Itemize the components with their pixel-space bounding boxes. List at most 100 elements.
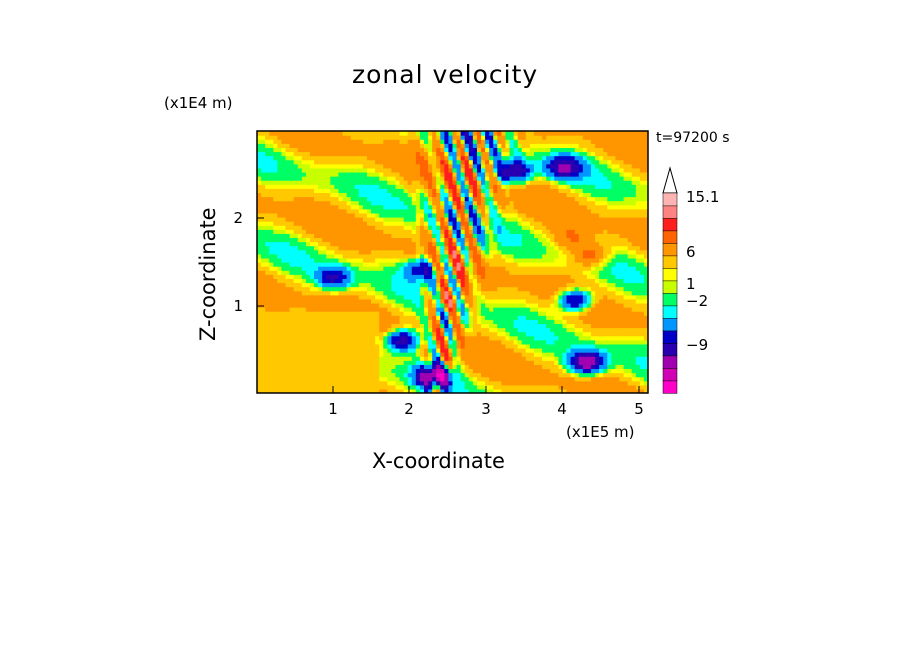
contour-cell [513, 237, 519, 243]
contour-cell [468, 372, 474, 378]
contour-cell [346, 266, 352, 271]
contour-cell [265, 315, 270, 320]
contour-cell [472, 253, 478, 259]
contour-cell [538, 270, 543, 275]
contour-cell [371, 294, 376, 300]
contour-cell [277, 241, 283, 247]
contour-cell [468, 307, 474, 312]
contour-cell [289, 335, 295, 341]
contour-cell [362, 274, 368, 279]
contour-cell [538, 196, 543, 202]
contour-cell [391, 253, 397, 259]
contour-cell [305, 282, 311, 288]
contour-cell [513, 364, 519, 370]
contour-cell [631, 360, 637, 365]
contour-cell [269, 200, 274, 206]
contour-cell [411, 257, 417, 263]
contour-cell [501, 188, 507, 193]
contour-cell [468, 282, 474, 288]
contour-cell [485, 364, 490, 370]
contour-cell [289, 270, 295, 275]
contour-cell [481, 347, 486, 353]
contour-cell [615, 229, 621, 234]
contour-cell [387, 192, 392, 198]
contour-cell [277, 347, 283, 353]
contour-cell [558, 331, 564, 337]
contour-cell [509, 225, 515, 230]
contour-cell [607, 376, 612, 382]
contour-cell [509, 360, 515, 365]
contour-cell [375, 352, 380, 357]
contour-cell [627, 200, 633, 206]
contour-cell [639, 302, 645, 308]
contour-cell [428, 241, 433, 247]
contour-cell [521, 278, 527, 284]
contour-cell [358, 253, 364, 259]
contour-cell [464, 212, 470, 218]
contour-cell [387, 204, 392, 210]
contour-cell [533, 262, 539, 267]
contour-cell [619, 262, 625, 267]
contour-cell [289, 266, 295, 271]
contour-cell [371, 253, 376, 259]
contour-cell [440, 257, 445, 263]
contour-cell [411, 372, 417, 378]
contour-cell [358, 257, 364, 263]
contour-cell [639, 339, 645, 345]
contour-cell [326, 372, 331, 378]
contour-cell [570, 339, 576, 345]
contour-cell [444, 212, 450, 218]
contour-cell [619, 208, 625, 214]
contour-cell [257, 347, 262, 353]
contour-cell [550, 184, 555, 189]
contour-cell [574, 262, 580, 267]
contour-cell [456, 274, 462, 279]
contour-cell [623, 352, 629, 357]
contour-cell [391, 282, 397, 288]
contour-cell [562, 380, 568, 386]
contour-cell [501, 376, 507, 382]
contour-cell [395, 307, 401, 312]
contour-cell [326, 298, 331, 304]
contour-cell [501, 237, 507, 243]
contour-cell [529, 356, 535, 361]
contour-cell [273, 364, 278, 370]
contour-cell [322, 286, 327, 292]
contour-cell [603, 335, 608, 341]
contour-cell [366, 339, 372, 345]
contour-cell [281, 270, 287, 275]
contour-cell [481, 356, 486, 361]
contour-cell [631, 339, 637, 345]
contour-cell [533, 323, 539, 329]
contour-cell [509, 343, 515, 349]
contour-cell [578, 180, 584, 185]
contour-cell [533, 302, 539, 308]
contour-cell [419, 274, 425, 279]
contour-cell [525, 180, 531, 185]
contour-cell [481, 278, 486, 284]
contour-cell [277, 307, 283, 312]
contour-cell [318, 208, 323, 214]
contour-cell [293, 323, 299, 329]
contour-cell [493, 298, 498, 304]
contour-cell [497, 237, 502, 243]
contour-cell [517, 262, 523, 267]
contour-cell [415, 221, 421, 226]
contour-cell [403, 216, 409, 222]
contour-cell [554, 307, 559, 312]
contour-cell [485, 241, 490, 247]
contour-cell [289, 376, 295, 382]
contour-cell [611, 356, 617, 361]
contour-cell [269, 237, 274, 243]
contour-cell [619, 294, 625, 300]
contour-cell [643, 347, 648, 353]
contour-cell [314, 221, 319, 226]
contour-cell [586, 253, 592, 259]
contour-cell [538, 188, 543, 193]
contour-cell [399, 229, 405, 234]
contour-cell [277, 233, 283, 239]
contour-cell [391, 311, 397, 316]
contour-cell [326, 282, 331, 288]
contour-cell [432, 388, 437, 393]
contour-cell [277, 282, 283, 288]
